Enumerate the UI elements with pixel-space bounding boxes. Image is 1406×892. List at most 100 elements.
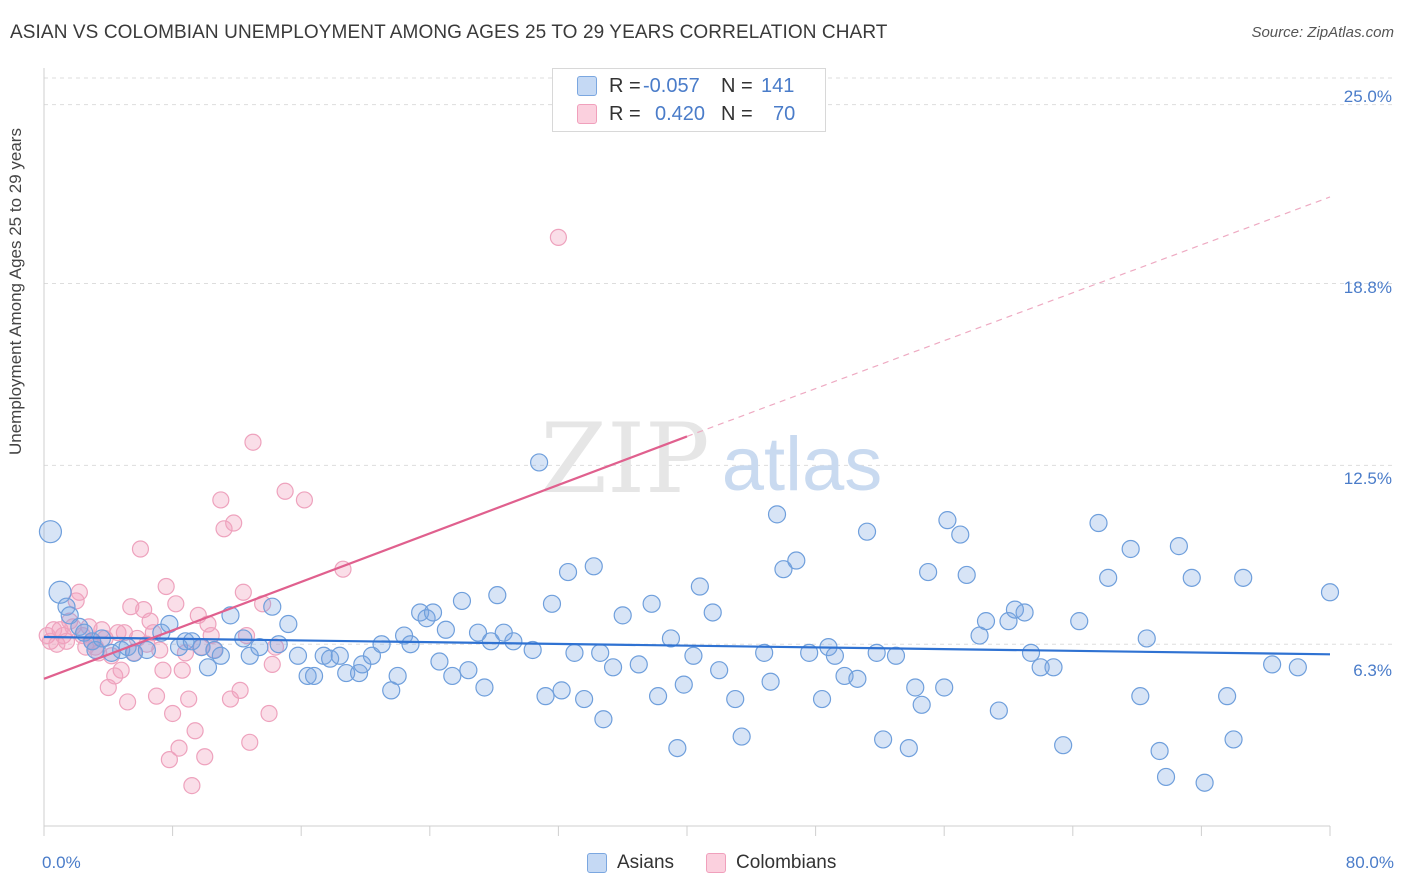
asians-point — [1169, 537, 1188, 556]
asians-points — [38, 453, 1340, 792]
asians-point — [504, 632, 523, 651]
colombians-point — [112, 661, 130, 679]
y-tick-label: 18.8% — [1343, 278, 1392, 297]
colombians-point — [170, 739, 188, 757]
colombians-point — [241, 733, 259, 751]
asians-legend-label: Asians — [617, 852, 675, 873]
asians-point — [1288, 658, 1307, 677]
asians-point — [288, 646, 308, 665]
asians-point — [1054, 736, 1073, 755]
chart-source: Source: ZipAtlas.com — [1251, 24, 1394, 41]
asians-point — [488, 586, 507, 605]
asians-point — [899, 738, 918, 758]
asians-point — [591, 643, 610, 662]
colombians-point — [167, 595, 185, 613]
asians-point — [703, 603, 722, 622]
asians-point — [726, 689, 745, 709]
asians-point — [1131, 687, 1150, 706]
asians-point — [732, 727, 751, 746]
asians-point — [584, 557, 603, 576]
asians-point — [1031, 658, 1050, 677]
legend-row-colombians: R = 0.420 N = 70 — [553, 100, 795, 128]
colombians-trend-line — [43, 435, 688, 680]
asians-point — [70, 617, 89, 637]
asians-point — [867, 643, 886, 662]
asians-point — [1121, 539, 1140, 559]
asians-point — [848, 669, 867, 688]
n-value: 70 — [773, 102, 796, 125]
asians-point — [603, 658, 623, 677]
n-label: N = — [721, 102, 753, 125]
asians-point — [1156, 767, 1176, 787]
asians-point — [536, 687, 555, 706]
asians-point — [38, 520, 63, 544]
asians-point — [337, 663, 356, 683]
asians-point — [443, 666, 462, 686]
asians-point — [423, 603, 443, 622]
asians-point — [951, 525, 970, 544]
asians-point — [452, 591, 472, 611]
colombians-point — [215, 520, 233, 538]
asians-point — [999, 612, 1018, 631]
colombians-point — [151, 641, 169, 659]
asians-point — [1044, 658, 1063, 677]
n-value: 141 — [761, 74, 795, 97]
asians-point — [1137, 629, 1156, 648]
asians-point — [684, 646, 703, 665]
asians-point — [459, 661, 478, 680]
asians-swatch — [577, 76, 597, 96]
asians-point — [436, 620, 455, 639]
asians-point — [552, 681, 571, 700]
colombians-point — [57, 632, 76, 650]
asians-point — [198, 658, 218, 677]
asians-point — [304, 666, 324, 686]
colombians-point — [183, 777, 201, 795]
colombians-point — [244, 433, 262, 451]
asians-point — [523, 640, 542, 660]
asians-point — [935, 678, 954, 697]
colombians-point — [225, 514, 243, 532]
correlation-legend: R = -0.057 N = 141 R = 0.420 N = 70 — [552, 68, 826, 132]
x-tick-label: 0.0% — [42, 853, 81, 872]
asians-point — [234, 629, 253, 648]
asians-point — [912, 695, 931, 714]
colombians-point — [147, 687, 166, 705]
legend-row-asians: R = -0.057 N = 141 — [553, 72, 794, 100]
asians-point — [661, 629, 681, 648]
r-value: -0.057 — [643, 74, 700, 97]
asians-point — [761, 672, 780, 691]
colombians-point — [109, 624, 127, 642]
asians-point — [430, 652, 449, 671]
series-legend: Asians Colombians — [587, 852, 868, 874]
colombians-point — [231, 681, 249, 699]
asians-point — [690, 577, 709, 596]
asians-point — [481, 632, 500, 651]
asians-point — [1089, 513, 1108, 533]
asians-point — [989, 701, 1008, 720]
colombians-point — [212, 491, 230, 509]
asians-point — [594, 710, 613, 729]
trend-lines — [43, 196, 1331, 680]
asians-point — [629, 655, 648, 674]
asians-point — [825, 646, 844, 665]
colombians-point — [122, 598, 140, 616]
asians-point — [1234, 568, 1253, 587]
r-label: R = — [609, 102, 641, 125]
asians-point — [886, 646, 906, 665]
colombians-point — [221, 690, 240, 708]
r-value: 0.420 — [655, 102, 706, 125]
colombians-point — [263, 655, 281, 674]
asians-point — [613, 606, 632, 625]
asians-point — [388, 666, 407, 686]
asians-point — [1195, 773, 1214, 792]
colombians-point — [196, 748, 214, 766]
colombians-trend-extension — [686, 196, 1331, 438]
watermark-atlas: atlas — [722, 422, 883, 507]
colombians-point — [180, 690, 198, 708]
colombians-point — [234, 583, 252, 601]
legend-item-asians: Asians — [587, 852, 674, 874]
colombians-swatch — [577, 104, 597, 124]
asians-point — [211, 646, 230, 665]
gridlines — [44, 77, 1395, 645]
